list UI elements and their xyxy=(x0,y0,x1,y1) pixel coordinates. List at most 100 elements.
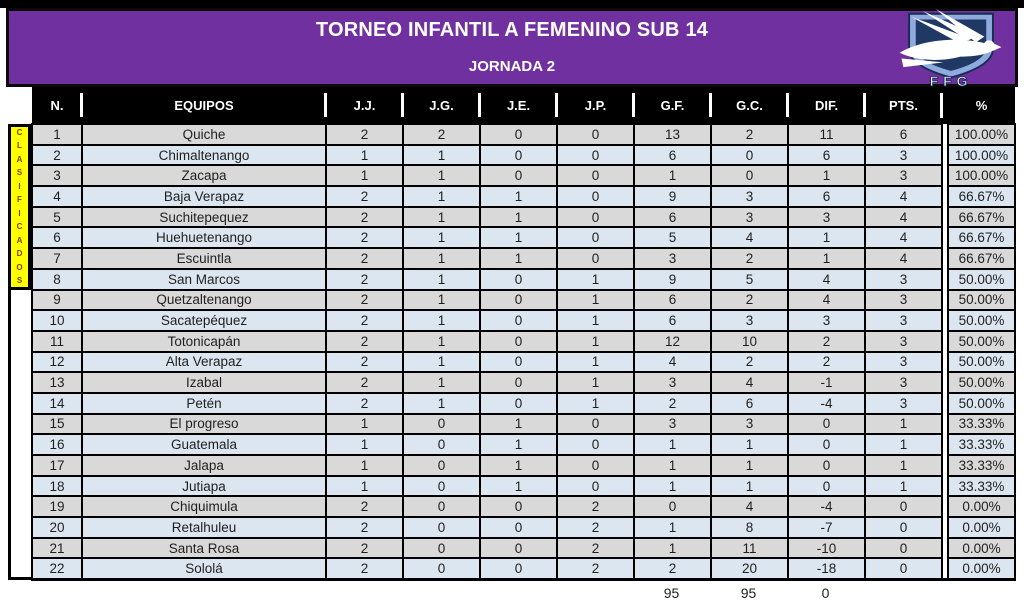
stat-cell: 0 xyxy=(402,433,481,456)
row-gap xyxy=(941,434,949,455)
percent-cell: 100.00% xyxy=(947,164,1016,188)
rank-cell: 22 xyxy=(31,557,83,581)
stat-cell: 2 xyxy=(710,350,789,374)
stat-cell: 2 xyxy=(556,536,635,560)
row-gap xyxy=(941,227,949,249)
col-gc-header: G.C. xyxy=(709,87,788,124)
col-je-header: J.E. xyxy=(478,87,557,124)
clasificados-letter: F xyxy=(17,195,22,205)
row-gap xyxy=(941,372,949,393)
col-jj-header: J.J. xyxy=(324,87,403,124)
stat-cell: 1 xyxy=(325,412,404,436)
rank-cell: 6 xyxy=(31,226,83,250)
standings-table: N. EQUIPOS J.J. J.G. J.E. J.P. G.F. G.C. DIF. PTS… xyxy=(31,87,1016,581)
team-cell: El progreso xyxy=(81,412,327,436)
rank-cell: 12 xyxy=(31,350,83,374)
stat-cell: 1 xyxy=(864,412,943,436)
stat-cell: 1 xyxy=(787,247,866,270)
stat-cell: 1 xyxy=(325,454,404,477)
rank-cell: 9 xyxy=(31,288,83,312)
percent-cell: 50.00% xyxy=(947,267,1016,291)
rank-cell: 10 xyxy=(31,309,83,332)
stat-cell: 0 xyxy=(479,350,558,374)
stat-cell: 2 xyxy=(325,350,404,374)
table-row: 6 Huehuetenango 2 1 1 0 5 4 1 4 66.67% xyxy=(31,226,1016,250)
stat-cell: 0 xyxy=(864,536,943,560)
stat-cell: 1 xyxy=(402,350,481,374)
stat-cell: 6 xyxy=(710,391,789,415)
table-row: 14 Petén 2 1 0 1 2 6 -4 3 50.00% xyxy=(31,391,1016,415)
stat-cell: 1 xyxy=(556,267,635,291)
stat-cell: 1 xyxy=(325,143,404,167)
stat-cell: 0 xyxy=(479,371,558,394)
stat-cell: 3 xyxy=(787,205,866,229)
stat-cell: 2 xyxy=(325,123,404,146)
stat-cell: 1 xyxy=(556,288,635,312)
stat-cell: 2 xyxy=(556,495,635,519)
table-row: 15 El progreso 1 0 1 0 3 3 0 1 33.33% xyxy=(31,412,1016,436)
stat-cell: 0 xyxy=(479,495,558,519)
rank-cell: 1 xyxy=(31,123,83,146)
stat-cell: 1 xyxy=(402,247,481,270)
stat-cell: 1 xyxy=(556,391,635,415)
stat-cell: 1 xyxy=(402,371,481,394)
row-gap xyxy=(941,310,949,331)
team-cell: Escuintla xyxy=(81,247,327,270)
clasificados-letter: I xyxy=(18,208,21,218)
clasificados-letter: A xyxy=(16,235,23,245)
table-row: 22 Sololá 2 0 0 2 2 20 -18 0 0.00% xyxy=(31,557,1016,581)
stat-cell: 2 xyxy=(325,247,404,270)
stat-cell: 4 xyxy=(864,185,943,208)
stat-cell: 0 xyxy=(479,143,558,167)
row-gap xyxy=(941,268,949,290)
stat-cell: 0 xyxy=(402,454,481,477)
stat-cell: 1 xyxy=(787,164,866,188)
row-gap xyxy=(941,537,949,559)
stat-cell: 1 xyxy=(402,329,481,353)
percent-cell: 0.00% xyxy=(947,516,1016,539)
stat-cell: 2 xyxy=(556,557,635,581)
stat-cell: 3 xyxy=(710,309,789,332)
col-dif-header: DIF. xyxy=(786,87,865,124)
stat-cell: 1 xyxy=(402,226,481,250)
header-gap xyxy=(940,87,948,124)
stat-cell: 0 xyxy=(479,391,558,415)
stat-cell: 1 xyxy=(633,536,712,560)
stat-cell: 6 xyxy=(633,205,712,229)
rank-cell: 3 xyxy=(31,164,83,188)
clasificados-letter: L xyxy=(17,141,22,151)
percent-cell: 50.00% xyxy=(947,391,1016,415)
stat-cell: 1 xyxy=(402,185,481,208)
stat-cell: -1 xyxy=(787,371,866,394)
percent-cell: 50.00% xyxy=(947,288,1016,312)
stat-cell: 3 xyxy=(864,164,943,188)
percent-cell: 66.67% xyxy=(947,205,1016,229)
stat-cell: 6 xyxy=(633,309,712,332)
rank-cell: 14 xyxy=(31,391,83,415)
row-gap xyxy=(941,413,949,435)
percent-cell: 100.00% xyxy=(947,143,1016,167)
clasificados-letter: S xyxy=(16,275,23,285)
stat-cell: 6 xyxy=(864,123,943,146)
stat-cell: 3 xyxy=(864,309,943,332)
stat-cell: 4 xyxy=(710,495,789,519)
stat-cell: 4 xyxy=(864,226,943,250)
stat-cell: 0 xyxy=(479,536,558,560)
stat-cell: 6 xyxy=(633,288,712,312)
stat-cell: 2 xyxy=(325,536,404,560)
row-gap xyxy=(941,475,949,497)
stat-cell: 2 xyxy=(325,205,404,229)
stat-cell: 6 xyxy=(787,143,866,167)
jornada-subtitle: JORNADA 2 xyxy=(468,58,556,75)
stat-cell: 1 xyxy=(633,474,712,498)
row-gap xyxy=(941,351,949,373)
stat-cell: 20 xyxy=(710,557,789,581)
stat-cell: 1 xyxy=(402,164,481,188)
stat-cell: 0 xyxy=(787,433,866,456)
stat-cell: 0 xyxy=(556,123,635,146)
team-cell: Izabal xyxy=(81,371,327,394)
stat-cell: 1 xyxy=(864,454,943,477)
row-gap xyxy=(941,517,949,538)
header-row: N. EQUIPOS J.J. J.G. J.E. J.P. G.F. G.C. DIF. PTS… xyxy=(32,87,1015,124)
table-row: 18 Jutiapa 1 0 1 0 1 1 0 1 33.33% xyxy=(31,474,1016,498)
